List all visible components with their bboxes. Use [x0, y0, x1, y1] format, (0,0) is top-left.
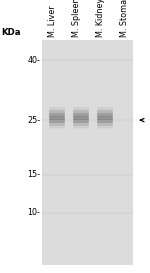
FancyBboxPatch shape: [49, 118, 65, 123]
FancyBboxPatch shape: [49, 121, 65, 126]
FancyBboxPatch shape: [97, 110, 113, 115]
FancyBboxPatch shape: [49, 110, 65, 115]
FancyBboxPatch shape: [73, 121, 89, 126]
Text: KDa: KDa: [2, 28, 21, 37]
Bar: [42, 40, 133, 265]
FancyBboxPatch shape: [97, 107, 113, 112]
FancyBboxPatch shape: [49, 115, 65, 120]
FancyBboxPatch shape: [97, 118, 113, 123]
FancyBboxPatch shape: [97, 113, 113, 118]
Text: 15-: 15-: [27, 170, 40, 179]
Text: 10-: 10-: [28, 209, 40, 217]
Text: M. Stomach: M. Stomach: [120, 0, 129, 37]
Text: M. Liver: M. Liver: [48, 5, 57, 37]
FancyBboxPatch shape: [73, 118, 89, 123]
FancyBboxPatch shape: [97, 115, 113, 120]
FancyBboxPatch shape: [73, 124, 89, 129]
Text: 40-: 40-: [28, 56, 40, 64]
FancyBboxPatch shape: [73, 113, 89, 118]
FancyBboxPatch shape: [49, 107, 65, 112]
Text: M. Kidney: M. Kidney: [96, 0, 105, 37]
FancyBboxPatch shape: [97, 124, 113, 129]
FancyBboxPatch shape: [97, 121, 113, 126]
Text: 25-: 25-: [27, 116, 40, 124]
Text: M. Spleen: M. Spleen: [72, 0, 81, 37]
FancyBboxPatch shape: [73, 110, 89, 115]
FancyBboxPatch shape: [73, 115, 89, 120]
FancyBboxPatch shape: [49, 113, 65, 118]
FancyBboxPatch shape: [73, 107, 89, 112]
FancyBboxPatch shape: [49, 124, 65, 129]
